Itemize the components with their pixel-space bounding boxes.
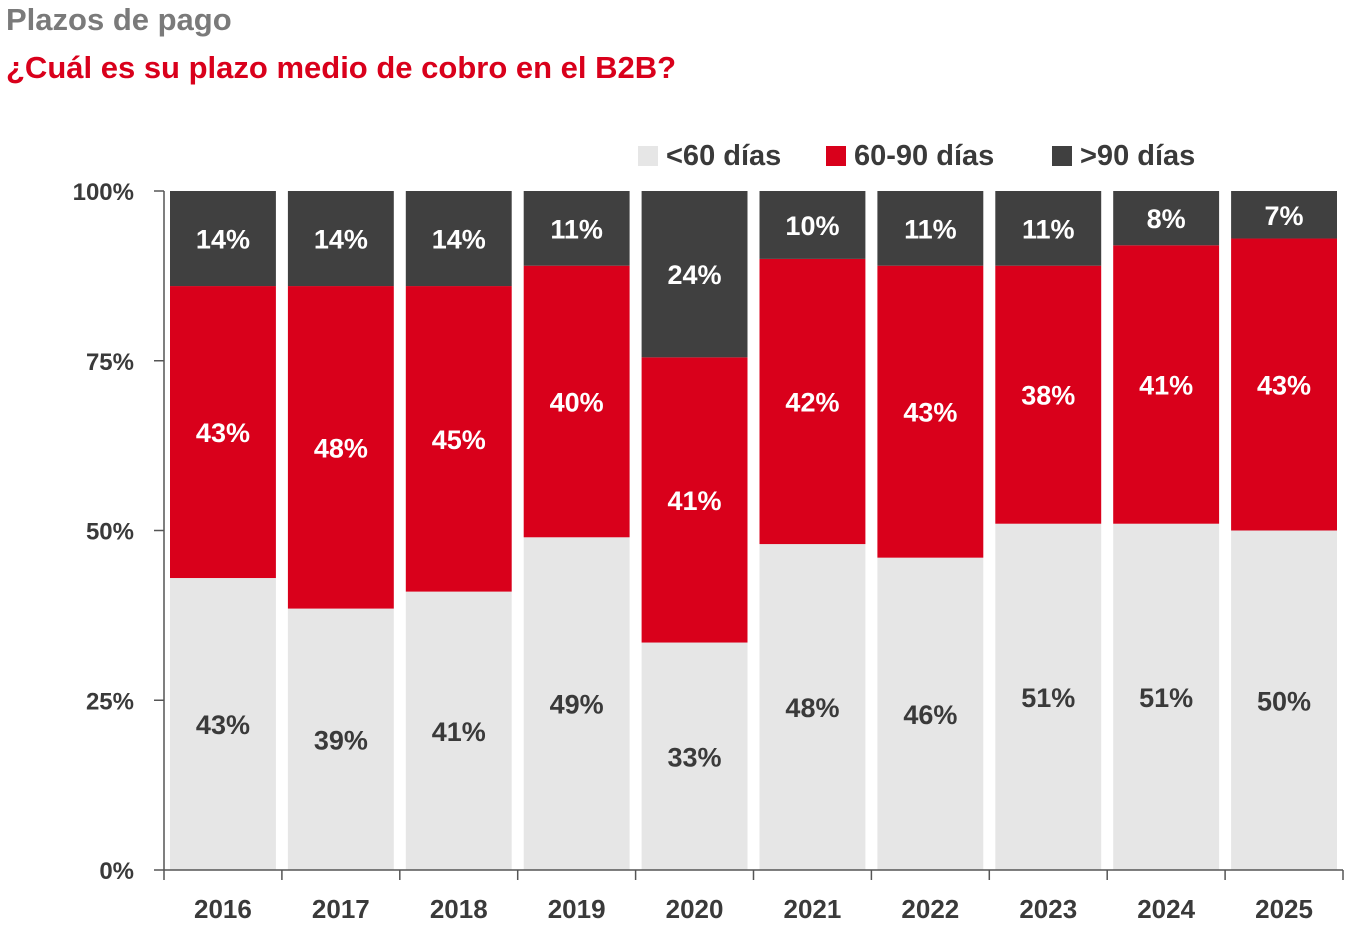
bar-segment-2019-2 (523, 265, 630, 538)
data-label: 49% (550, 690, 604, 720)
x-tick-label: 2020 (666, 894, 724, 924)
data-label: 48% (785, 693, 839, 723)
bar-segment-2022-3 (877, 191, 984, 266)
bar-segment-2019-3 (523, 191, 630, 266)
legend-swatch (638, 146, 658, 166)
legend-label: >90 días (1080, 140, 1195, 172)
legend-swatch (1052, 146, 1072, 166)
data-label: 46% (903, 700, 957, 730)
bars-group: 43% 43% 14% 39% 48% 14% 41% 45% 14% 49% 40% 11% 33% 4… (170, 191, 1337, 870)
bar-segment-2025-3 (1231, 191, 1337, 239)
bar-segment-2018-3 (405, 191, 512, 287)
data-label: 14% (432, 225, 486, 255)
bar-segment-2016-1 (170, 578, 276, 870)
y-tick-label: 75% (86, 349, 134, 376)
data-label: 11% (550, 214, 603, 244)
y-tick-label: 50% (86, 519, 134, 546)
x-tick-label: 2018 (430, 894, 488, 924)
x-tick-label: 2023 (1019, 894, 1077, 924)
bar-segment-2025-1 (1231, 530, 1337, 870)
data-label: 14% (314, 225, 368, 255)
data-label: 43% (196, 710, 250, 740)
data-label: 39% (314, 725, 368, 755)
data-label: 43% (1257, 371, 1311, 401)
x-tick-label: 2024 (1137, 894, 1195, 924)
x-tick-label: 2022 (901, 894, 959, 924)
x-tick-label: 2016 (194, 894, 252, 924)
data-label: 41% (668, 486, 722, 516)
data-label: 14% (196, 225, 250, 255)
bar-segment-2023-3 (995, 191, 1102, 266)
bar-segment-2023-1 (995, 523, 1102, 870)
data-label: 51% (1139, 683, 1193, 713)
bar-segment-2018-1 (405, 591, 512, 870)
data-label: 48% (314, 433, 368, 463)
data-label: 42% (785, 387, 839, 417)
data-label: 33% (668, 742, 722, 772)
data-label: 40% (550, 387, 604, 417)
bar-segment-2020-1 (641, 642, 748, 870)
bar-segment-2024-3 (1113, 191, 1220, 246)
x-tick-label: 2019 (548, 894, 606, 924)
data-label: 41% (1139, 371, 1193, 401)
bar-segment-2022-1 (877, 557, 984, 870)
data-label: 43% (196, 418, 250, 448)
bar-segment-2018-2 (405, 286, 512, 592)
bar-segment-2017-3 (287, 191, 394, 287)
legend-label: 60-90 días (854, 140, 994, 172)
data-label: 8% (1147, 204, 1186, 234)
data-label: 10% (785, 211, 839, 241)
data-label: 11% (904, 214, 957, 244)
bar-segment-2024-1 (1113, 523, 1220, 870)
legend-swatch (826, 146, 846, 166)
x-tick-label: 2017 (312, 894, 370, 924)
bar-segment-2021-2 (759, 258, 866, 545)
bar-segment-2016-3 (170, 191, 276, 287)
data-label: 24% (668, 260, 722, 290)
data-label: 41% (432, 717, 486, 747)
data-label: 7% (1265, 201, 1304, 231)
legend-label: <60 días (666, 140, 781, 172)
bar-segment-2020-2 (641, 357, 748, 643)
bar-segment-2023-2 (995, 265, 1102, 524)
data-label: 38% (1021, 381, 1075, 411)
bar-segment-2017-2 (287, 286, 394, 609)
y-tick-label: 100% (73, 179, 134, 206)
bar-segment-2021-3 (759, 191, 866, 259)
bar-segment-2022-2 (877, 265, 984, 558)
bar-segment-2020-3 (641, 191, 748, 358)
data-label: 51% (1021, 683, 1075, 713)
chart-subtitle: ¿Cuál es su plazo medio de cobro en el B… (6, 50, 677, 85)
bar-segment-2017-1 (287, 608, 394, 870)
data-label: 43% (903, 398, 957, 428)
bar-segment-2025-2 (1231, 238, 1337, 531)
x-tick-label: 2025 (1255, 894, 1313, 924)
data-label: 50% (1257, 686, 1311, 716)
y-tick-label: 25% (86, 688, 134, 715)
x-tick-label: 2021 (784, 894, 842, 924)
data-label: 45% (432, 425, 486, 455)
y-tick-label: 0% (99, 858, 134, 885)
bar-segment-2016-2 (170, 286, 276, 579)
legend: <60 días 60-90 días >90 días (638, 140, 1195, 172)
bar-segment-2024-2 (1113, 245, 1220, 524)
chart-title: Plazos de pago (6, 2, 232, 37)
bar-segment-2021-1 (759, 544, 866, 870)
data-label: 11% (1022, 214, 1075, 244)
bar-segment-2019-1 (523, 537, 630, 870)
axes-group: 2016 2017 2018 2019 2020 2021 2022 2023 2024 2025… (73, 179, 1344, 924)
